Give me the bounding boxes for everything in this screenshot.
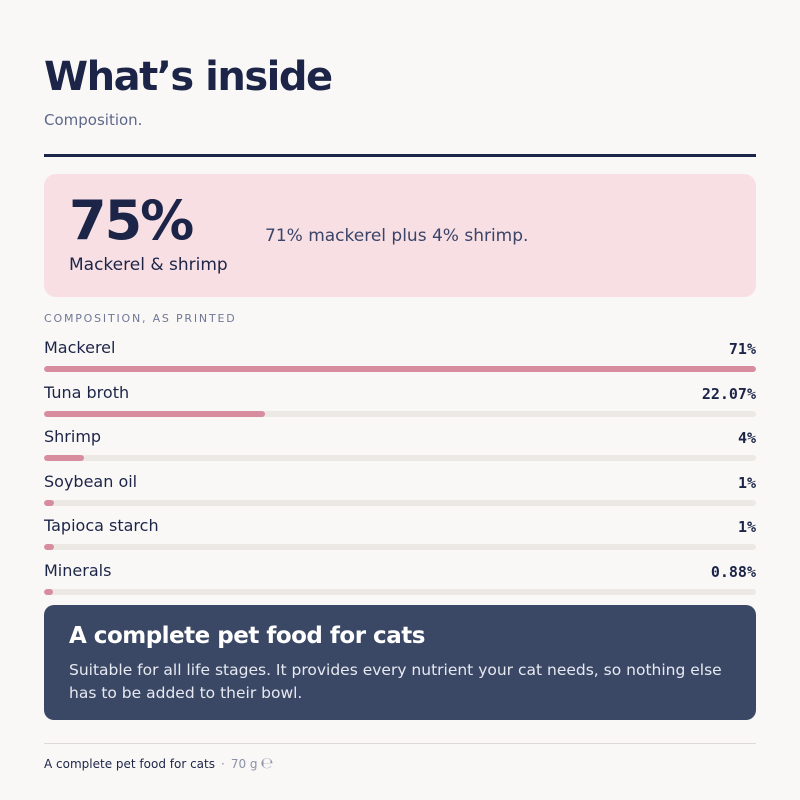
ingredient-name: Tuna broth — [44, 382, 130, 402]
highlight-label: Mackerel & shrimp — [69, 255, 228, 275]
ingredient-bar-fill — [44, 544, 55, 551]
ingredient-percent: 0.88% — [710, 562, 756, 581]
note-title: A complete pet food for cats — [69, 623, 425, 649]
header-divider — [44, 154, 756, 157]
composition-row-tuna-broth: Tuna broth 22.07% — [44, 381, 756, 426]
ingredient-bar-track — [44, 366, 756, 372]
footer-product: A complete pet food for cats — [44, 757, 215, 771]
composition-row-minerals: Minerals 0.88% — [44, 559, 756, 604]
ingredient-name: Shrimp — [44, 427, 102, 447]
footer-divider — [44, 743, 756, 744]
ingredient-percent: 22.07% — [701, 384, 756, 403]
ingredient-percent: 4% — [737, 429, 756, 448]
ingredient-bar-track — [44, 544, 756, 551]
highlight-percent: 75% — [69, 189, 194, 252]
ingredient-bar-fill — [44, 455, 85, 462]
ingredient-name: Tapioca starch — [44, 516, 159, 536]
highlight-card: 75% Mackerel & shrimp 71% mackerel plus … — [44, 174, 756, 297]
footer-separator: · — [220, 757, 225, 771]
ingredient-percent: 1% — [737, 518, 756, 537]
composition-row-mackerel: Mackerel 71% — [44, 336, 756, 381]
estimated-sign-icon: ℮ — [260, 754, 274, 772]
page-subtitle: Composition. — [44, 111, 143, 129]
ingredient-bar-track — [44, 588, 756, 595]
composition-row-soybean-oil: Soybean oil 1% — [44, 470, 756, 515]
composition-row-tapioca-starch: Tapioca starch 1% — [44, 514, 756, 559]
ingredient-name: Mackerel — [44, 338, 116, 357]
ingredient-percent: 71% — [728, 340, 756, 358]
ingredient-bar-track — [44, 499, 756, 506]
ingredient-bar-track — [44, 410, 756, 417]
footer: A complete pet food for cats · 70 g ℮ — [44, 755, 273, 772]
page-title: What’s inside — [44, 54, 333, 100]
complete-food-note: A complete pet food for cats Suitable fo… — [44, 605, 756, 720]
ingredient-bar-fill — [44, 588, 53, 595]
ingredient-bar-track — [44, 455, 756, 462]
footer-weight: 70 g — [230, 757, 258, 771]
ingredient-name: Minerals — [44, 560, 112, 580]
ingredient-bar-fill — [44, 410, 266, 417]
composition-list: Mackerel 71% Tuna broth 22.07% Shrimp 4%… — [44, 336, 756, 604]
ingredient-bar-fill — [44, 366, 756, 372]
ingredient-bar-fill — [44, 499, 55, 506]
highlight-description: 71% mackerel plus 4% shrimp. — [265, 226, 529, 246]
ingredient-percent: 1% — [737, 473, 756, 492]
composition-section-label: COMPOSITION, AS PRINTED — [44, 312, 237, 325]
note-body: Suitable for all life stages. It provide… — [69, 661, 722, 702]
ingredient-name: Soybean oil — [44, 471, 138, 491]
composition-row-shrimp: Shrimp 4% — [44, 425, 756, 470]
